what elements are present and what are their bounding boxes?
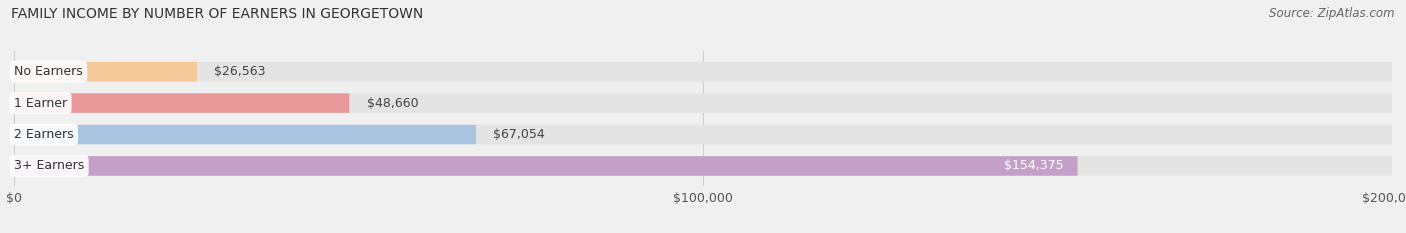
FancyBboxPatch shape (14, 93, 349, 113)
Text: $26,563: $26,563 (214, 65, 266, 78)
Text: $48,660: $48,660 (367, 97, 418, 110)
FancyBboxPatch shape (14, 62, 197, 81)
Text: 2 Earners: 2 Earners (14, 128, 73, 141)
FancyBboxPatch shape (14, 62, 1392, 81)
Text: $154,375: $154,375 (1004, 159, 1064, 172)
Text: FAMILY INCOME BY NUMBER OF EARNERS IN GEORGETOWN: FAMILY INCOME BY NUMBER OF EARNERS IN GE… (11, 7, 423, 21)
FancyBboxPatch shape (14, 156, 1392, 176)
Text: No Earners: No Earners (14, 65, 83, 78)
Text: 3+ Earners: 3+ Earners (14, 159, 84, 172)
FancyBboxPatch shape (14, 156, 1077, 176)
Text: $67,054: $67,054 (494, 128, 546, 141)
FancyBboxPatch shape (14, 93, 1392, 113)
FancyBboxPatch shape (14, 125, 477, 144)
Text: 1 Earner: 1 Earner (14, 97, 67, 110)
Text: Source: ZipAtlas.com: Source: ZipAtlas.com (1270, 7, 1395, 20)
FancyBboxPatch shape (14, 125, 1392, 144)
